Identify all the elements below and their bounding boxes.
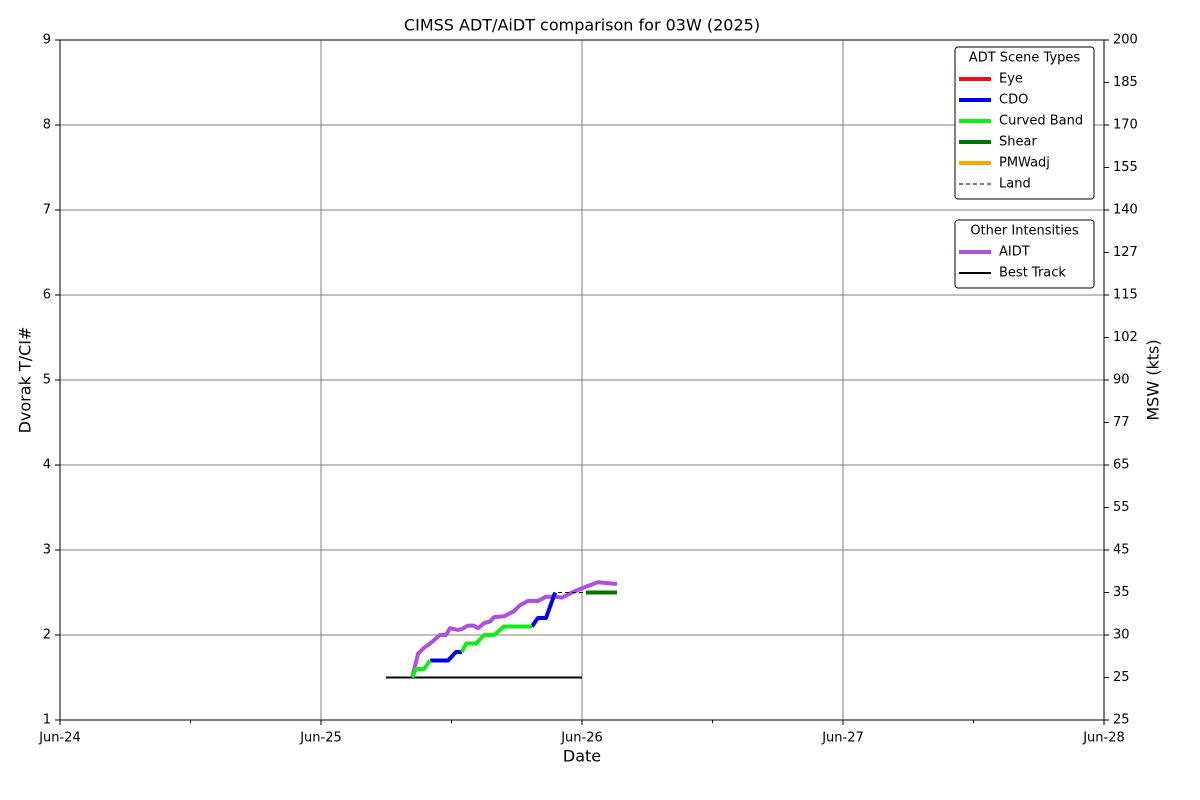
y-tick-label: 5 [43,373,51,388]
y2-tick-label: 25 [1113,713,1130,728]
y2-tick-label: 55 [1113,500,1130,515]
y2-tick-label: 30 [1113,628,1130,643]
series-line [430,591,557,663]
y2-tick-label: 35 [1113,585,1130,600]
y-tick-label: 1 [43,713,51,728]
y2-tick-label: 45 [1113,543,1130,558]
series-line [410,624,532,679]
legend-label: Best Track [999,266,1066,281]
x-tick-label: Jun-24 [38,731,81,746]
x-tick-label: Jun-25 [299,731,342,746]
legend-label: AIDT [999,245,1030,260]
y2-tick-label: 170 [1113,118,1138,133]
y2-tick-label: 115 [1113,288,1138,303]
y2-tick-label: 140 [1113,203,1138,218]
x-tick-label: Jun-28 [1082,731,1125,746]
y2-tick-label: 25 [1113,670,1130,685]
y-tick-label: 6 [43,288,51,303]
legend-box [954,219,1095,289]
x-tick-label: Jun-27 [821,731,864,746]
legend-title: ADT Scene Types [969,51,1081,66]
series-line [410,580,618,678]
legend-label: PMWadj [999,156,1050,171]
plot-frame [59,39,1105,721]
y-tick-label: 3 [43,543,51,558]
legend-title: Other Intensities [970,224,1079,239]
y2-tick-label: 155 [1113,160,1138,175]
legend-label: Shear [999,135,1037,150]
x-axis-label: Date [563,747,601,766]
y-tick-label: 4 [43,458,51,473]
legend-label: Eye [999,72,1023,87]
y2-axis-label: MSW (kts) [1144,339,1163,420]
y-tick-label: 7 [43,203,51,218]
y-tick-label: 2 [43,628,51,643]
y2-tick-label: 185 [1113,75,1138,90]
y2-tick-label: 127 [1113,245,1138,260]
y-axis-label: Dvorak T/CI# [16,327,35,434]
legend-label: Curved Band [999,114,1083,129]
legend-label: Land [999,177,1031,192]
y2-tick-label: 90 [1113,373,1130,388]
chart-title: CIMSS ADT/AiDT comparison for 03W (2025) [404,16,760,35]
y2-tick-label: 65 [1113,458,1130,473]
y-tick-label: 8 [43,118,51,133]
y2-tick-label: 77 [1113,415,1130,430]
legend-label: CDO [999,93,1028,108]
y2-tick-label: 102 [1113,330,1138,345]
y-tick-label: 9 [43,33,51,48]
y2-tick-label: 200 [1113,33,1138,48]
x-tick-label: Jun-26 [560,731,603,746]
